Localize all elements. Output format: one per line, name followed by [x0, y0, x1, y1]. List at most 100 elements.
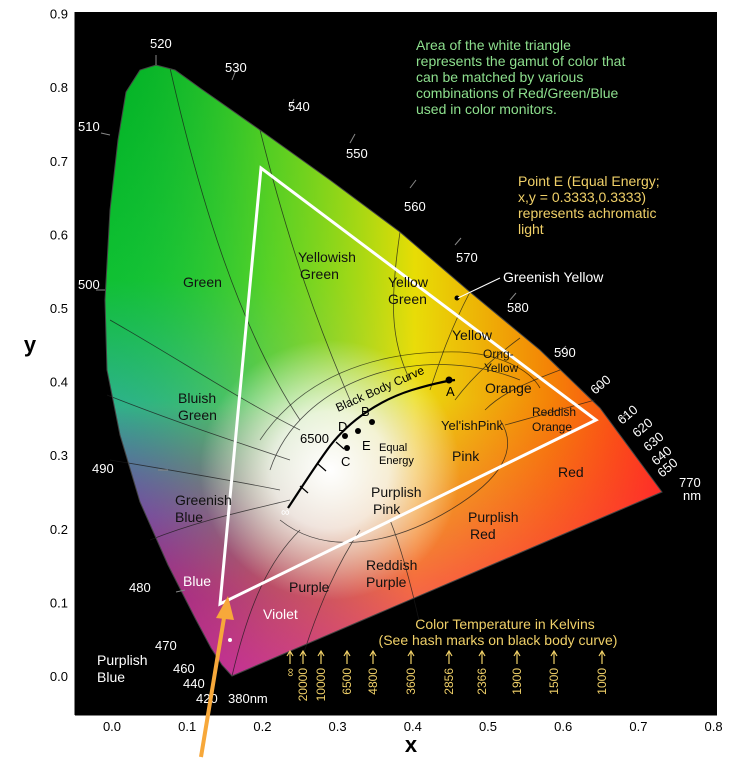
- kelvin-mark-label: 10000: [314, 668, 328, 702]
- kelvin-mark-label: 6500: [340, 668, 354, 695]
- greenish-yellow-pointer: [457, 277, 501, 299]
- region-orng-yellow-2: Yellow: [484, 361, 519, 375]
- wavelength-460: 460: [173, 661, 195, 676]
- kelvin-arrow: [478, 649, 486, 664]
- point-e-note-line-2: x,y = 0.3333,0.3333): [518, 189, 646, 205]
- region-yellowish-green-1: Yellowish: [298, 249, 356, 265]
- kelvin-note: Color Temperature in Kelvins (See hash m…: [379, 616, 618, 648]
- x-tick-label: 0.3: [329, 719, 347, 734]
- wavelength-770: 770: [679, 475, 701, 490]
- wavelength-550: 550: [346, 146, 368, 161]
- kelvin-arrow: [286, 649, 294, 664]
- region-greenish-blue-2: Blue: [175, 509, 203, 525]
- wavelength-510: 510: [78, 119, 100, 134]
- wavelength-770-unit: nm: [683, 488, 701, 503]
- y-tick-label: 0.6: [50, 227, 68, 242]
- y-tick-label: 0.1: [50, 595, 68, 610]
- wavelength-380: 380nm: [228, 691, 268, 706]
- kelvin-arrow: [598, 649, 606, 664]
- x-tick-label: 0.0: [103, 719, 121, 734]
- curve-points: [342, 295, 460, 451]
- wavelength-490: 490: [92, 461, 114, 476]
- kelvin-note-line-1: Color Temperature in Kelvins: [415, 616, 595, 632]
- wavelength-440: 440: [183, 676, 205, 691]
- y-tick-label: 0.0: [50, 669, 68, 684]
- y-tick-label: 0.2: [50, 522, 68, 537]
- wavelength-480: 480: [129, 580, 151, 595]
- region-blue: Blue: [183, 573, 211, 589]
- y-tick-label: 0.9: [50, 7, 68, 22]
- region-yelish-pink: Yel'ishPink: [441, 418, 503, 433]
- x-tick-label: 0.5: [479, 719, 497, 734]
- gamut-note-line-2: represents the gamut of color that: [416, 53, 625, 69]
- x-tick-label: 0.1: [178, 719, 196, 734]
- point-c-label: C: [341, 454, 350, 469]
- region-bluish-green-2: Green: [178, 407, 217, 423]
- x-tick-label: 0.2: [253, 719, 271, 734]
- x-tick-label: 0.8: [705, 719, 723, 734]
- orange-pointer-arrow: [199, 596, 234, 758]
- y-tick-label: 0.3: [50, 448, 68, 463]
- wavelength-580: 580: [507, 300, 529, 315]
- region-bluish-green-1: Bluish: [178, 390, 216, 406]
- wavelength-540: 540: [288, 99, 310, 114]
- region-reddish-orange-1: Reddish: [532, 405, 576, 419]
- point-e-note-line-4: light: [518, 221, 544, 237]
- curve-hash-marks: [299, 441, 345, 494]
- kelvin-arrow: [445, 649, 453, 664]
- region-purplish-pink-1: Purplish: [371, 484, 422, 500]
- wavelength-530: 530: [225, 60, 247, 75]
- blue-primary-dot: [228, 638, 232, 642]
- region-reddish-orange-2: Orange: [532, 420, 572, 434]
- temp-6500-label: 6500: [300, 431, 329, 446]
- black-body-curve: [287, 378, 456, 509]
- y-tick-label: 0.5: [50, 301, 68, 316]
- x-axis-label: x: [405, 732, 418, 757]
- gamut-note-line-3: can be matched by various: [416, 69, 583, 85]
- kelvin-mark-label: 3600: [404, 668, 418, 695]
- curve-infinity-label: ∞: [281, 505, 290, 519]
- region-pink: Pink: [452, 448, 480, 464]
- x-tick-label: 0.4: [404, 719, 422, 734]
- equal-energy-label-2: Energy: [379, 455, 414, 467]
- wavelength-470: 470: [155, 638, 177, 653]
- equal-energy-label-1: Equal: [379, 442, 407, 454]
- y-tick-label: 0.7: [50, 154, 68, 169]
- kelvin-mark-label: 2856: [442, 668, 456, 695]
- region-violet: Violet: [263, 606, 298, 622]
- region-yellow-green-1: Yellow: [388, 274, 429, 290]
- point-a-label: A: [446, 384, 455, 399]
- kelvin-mark-label: 20000: [296, 668, 310, 702]
- kelvin-note-line-2: (See hash marks on black body curve): [379, 632, 618, 648]
- point-e-note: Point E (Equal Energy; x,y = 0.3333,0.33…: [518, 173, 660, 237]
- y-tick-label: 0.4: [50, 375, 68, 390]
- region-purplish-red-2: Red: [470, 526, 496, 542]
- gamut-note: Area of the white triangle represents th…: [416, 37, 625, 117]
- kelvin-arrow: [550, 649, 558, 664]
- region-purple: Purple: [289, 579, 330, 595]
- wavelength-520: 520: [150, 36, 172, 51]
- region-labels: Green Yellowish Green Yellow Green Yello…: [175, 249, 584, 622]
- region-orange: Orange: [485, 380, 532, 396]
- y-axis-label: y: [24, 332, 37, 357]
- point-b-label: B: [361, 404, 370, 419]
- kelvin-mark-label: 1500: [547, 668, 561, 695]
- wavelength-labels: 520 530 540 550 560 570 580 590 600 610 …: [78, 36, 701, 706]
- point-e-label: E: [362, 438, 371, 453]
- region-yellowish-green-2: Green: [300, 266, 339, 282]
- region-orng-yellow-1: Orng-: [483, 347, 514, 361]
- point-d-label: D: [338, 419, 347, 434]
- kelvin-arrow: [513, 649, 521, 664]
- wavelength-420: 420: [196, 691, 218, 706]
- rgb-gamut-triangle: [218, 165, 599, 607]
- kelvin-mark-label: ∞: [283, 668, 297, 677]
- region-red: Red: [558, 464, 584, 480]
- kelvin-mark-label: 4800: [366, 668, 380, 695]
- region-greenish-yellow: Greenish Yellow: [503, 269, 604, 285]
- region-purplish-pink-2: Pink: [373, 501, 401, 517]
- region-boundaries: [106, 67, 596, 677]
- region-reddish-purple-1: Reddish: [366, 557, 417, 573]
- region-purplish-red-1: Purplish: [468, 509, 519, 525]
